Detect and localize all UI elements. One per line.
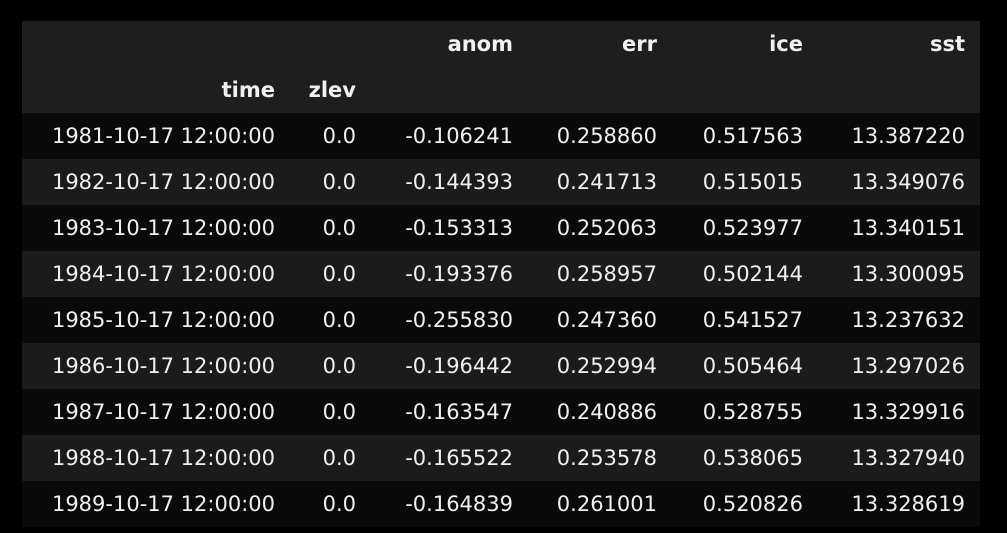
dataframe-output: anom err ice sst time zlev 1981-10-17 12… bbox=[22, 21, 980, 533]
table-row: 1988-10-17 12:00:00 0.0 -0.165522 0.253578 0… bbox=[22, 435, 980, 481]
index-cell-time: 1989-10-17 12:00:00 bbox=[51, 492, 275, 516]
table-row: 1989-10-17 12:00:00 0.0 -0.164839 0.261001 0… bbox=[22, 481, 980, 527]
index-cell-zlev: 0.0 bbox=[322, 400, 356, 424]
cell-sst: 13.349076 bbox=[851, 170, 965, 194]
cell-anom: -0.106241 bbox=[405, 124, 513, 148]
cell-anom: -0.196442 bbox=[405, 354, 513, 378]
cell-err: 0.252063 bbox=[556, 216, 657, 240]
index-cell-time: 1981-10-17 12:00:00 bbox=[51, 124, 275, 148]
cell-sst: 13.328619 bbox=[851, 492, 965, 516]
cell-sst: 13.327940 bbox=[851, 446, 965, 470]
index-cell-time: 1982-10-17 12:00:00 bbox=[51, 170, 275, 194]
column-header-sst: sst bbox=[929, 32, 965, 56]
cell-anom: -0.164839 bbox=[405, 492, 513, 516]
index-cell-zlev: 0.0 bbox=[322, 124, 356, 148]
cell-sst: 13.297026 bbox=[851, 354, 965, 378]
cell-err: 0.253578 bbox=[556, 446, 657, 470]
cell-anom: -0.163547 bbox=[405, 400, 513, 424]
cell-ice: 0.515015 bbox=[702, 170, 803, 194]
cell-sst: 13.340151 bbox=[851, 216, 965, 240]
cell-sst: 13.237632 bbox=[851, 308, 965, 332]
index-name-row: time zlev bbox=[22, 67, 980, 113]
index-name-zlev: zlev bbox=[308, 78, 356, 102]
table-row: 1986-10-17 12:00:00 0.0 -0.196442 0.252994 0… bbox=[22, 343, 980, 389]
cell-sst: 13.329916 bbox=[851, 400, 965, 424]
index-cell-time: 1986-10-17 12:00:00 bbox=[51, 354, 275, 378]
index-cell-zlev: 0.0 bbox=[322, 170, 356, 194]
cell-err: 0.258957 bbox=[556, 262, 657, 286]
cell-ice: 0.538065 bbox=[702, 446, 803, 470]
index-cell-zlev: 0.0 bbox=[322, 308, 356, 332]
table-row: 1985-10-17 12:00:00 0.0 -0.255830 0.247360 0… bbox=[22, 297, 980, 343]
index-cell-zlev: 0.0 bbox=[322, 262, 356, 286]
table-row: 1987-10-17 12:00:00 0.0 -0.163547 0.240886 0… bbox=[22, 389, 980, 435]
index-cell-time: 1988-10-17 12:00:00 bbox=[51, 446, 275, 470]
cell-ice: 0.520826 bbox=[702, 492, 803, 516]
cell-anom: -0.165522 bbox=[405, 446, 513, 470]
column-header-row: anom err ice sst bbox=[22, 21, 980, 67]
table-row: 1983-10-17 12:00:00 0.0 -0.153313 0.252063 0… bbox=[22, 205, 980, 251]
cell-err: 0.247360 bbox=[556, 308, 657, 332]
column-header-err: err bbox=[622, 32, 657, 56]
header-blank bbox=[528, 67, 672, 113]
header-blank bbox=[818, 67, 980, 113]
cell-ice: 0.505464 bbox=[702, 354, 803, 378]
index-cell-zlev: 0.0 bbox=[322, 216, 356, 240]
cell-ice: 0.523977 bbox=[702, 216, 803, 240]
dataframe-table: anom err ice sst time zlev 1981-10-17 12… bbox=[22, 21, 980, 527]
cell-anom: -0.255830 bbox=[405, 308, 513, 332]
cell-ice: 0.528755 bbox=[702, 400, 803, 424]
cell-err: 0.241713 bbox=[556, 170, 657, 194]
cell-ice: 0.541527 bbox=[702, 308, 803, 332]
header-blank bbox=[371, 67, 528, 113]
cell-err: 0.258860 bbox=[556, 124, 657, 148]
cell-err: 0.240886 bbox=[556, 400, 657, 424]
column-header-anom: anom bbox=[447, 32, 513, 56]
index-cell-time: 1983-10-17 12:00:00 bbox=[51, 216, 275, 240]
cell-err: 0.261001 bbox=[556, 492, 657, 516]
table-row: 1981-10-17 12:00:00 0.0 -0.106241 0.258860 0… bbox=[22, 113, 980, 159]
index-cell-zlev: 0.0 bbox=[322, 354, 356, 378]
cell-sst: 13.300095 bbox=[851, 262, 965, 286]
table-row: 1984-10-17 12:00:00 0.0 -0.193376 0.258957 0… bbox=[22, 251, 980, 297]
cell-anom: -0.153313 bbox=[405, 216, 513, 240]
header-blank bbox=[672, 67, 818, 113]
header-blank bbox=[22, 21, 290, 67]
table-header: anom err ice sst time zlev bbox=[22, 21, 980, 113]
index-cell-time: 1985-10-17 12:00:00 bbox=[51, 308, 275, 332]
cell-err: 0.252994 bbox=[556, 354, 657, 378]
table-body: 1981-10-17 12:00:00 0.0 -0.106241 0.258860 0… bbox=[22, 113, 980, 527]
index-cell-zlev: 0.0 bbox=[322, 446, 356, 470]
index-cell-time: 1987-10-17 12:00:00 bbox=[51, 400, 275, 424]
cell-anom: -0.193376 bbox=[405, 262, 513, 286]
index-cell-time: 1984-10-17 12:00:00 bbox=[51, 262, 275, 286]
column-header-ice: ice bbox=[769, 32, 803, 56]
cell-sst: 13.387220 bbox=[851, 124, 965, 148]
cell-ice: 0.517563 bbox=[702, 124, 803, 148]
table-row: 1982-10-17 12:00:00 0.0 -0.144393 0.241713 0… bbox=[22, 159, 980, 205]
header-blank bbox=[290, 21, 371, 67]
cell-anom: -0.144393 bbox=[405, 170, 513, 194]
cell-ice: 0.502144 bbox=[702, 262, 803, 286]
index-name-time: time bbox=[221, 78, 275, 102]
index-cell-zlev: 0.0 bbox=[322, 492, 356, 516]
